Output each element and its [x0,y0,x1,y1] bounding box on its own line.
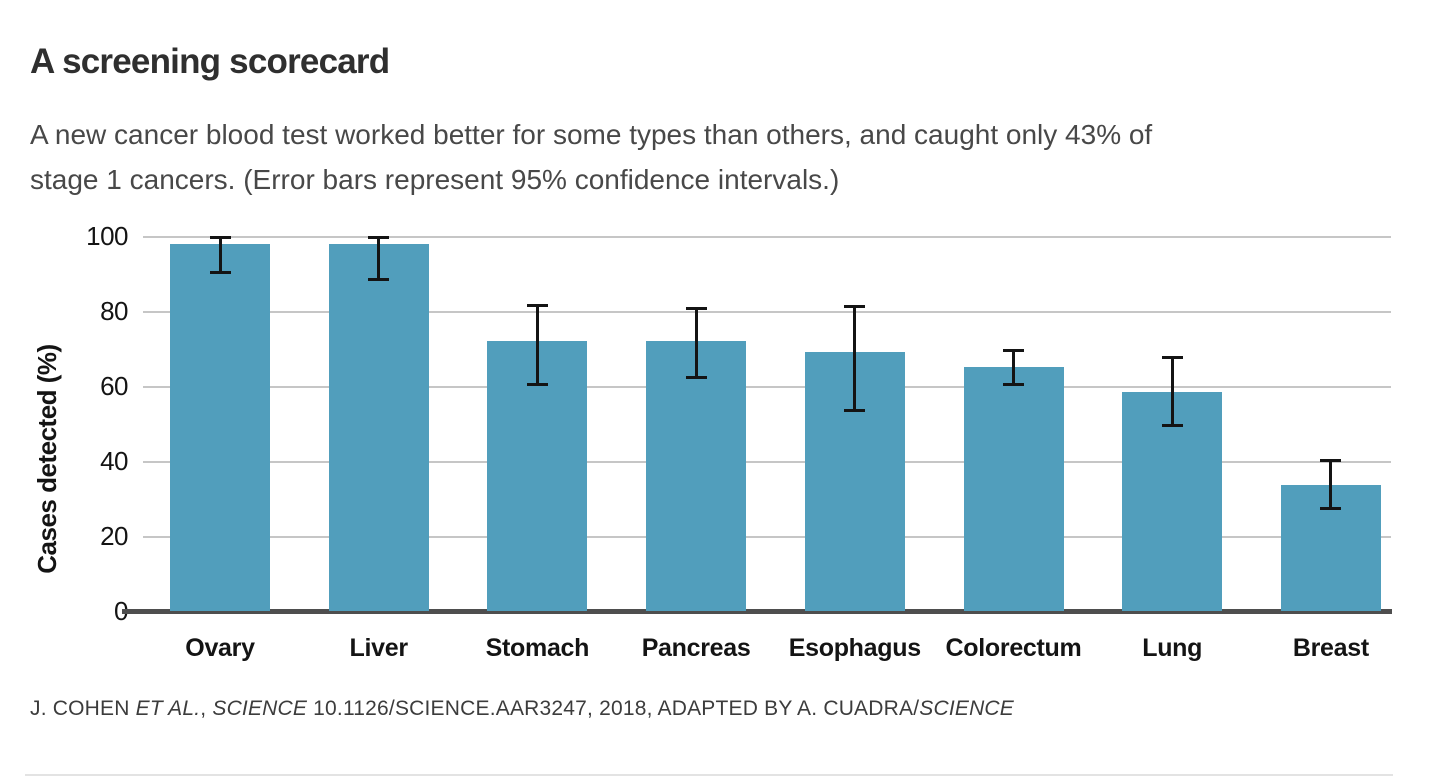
bar-colorectum [963,367,1064,611]
bar-stomach [487,341,588,611]
bar-lung [1122,391,1223,611]
chart-subtitle: A new cancer blood test worked better fo… [30,112,1152,202]
y-axis-tick-labels: 0 20 40 60 80 100 [55,221,128,626]
error-bar-ovary [218,236,222,274]
x-axis-baseline [122,609,1392,614]
y-tick-label-40: 40 [100,446,128,476]
x-axis-label-liver: Liver [349,634,409,662]
gridline-60 [143,386,1391,388]
x-axis-category-labels: Ovary Liver Stomach Pancreas Esophagus Colore… [143,634,1391,668]
error-cap-bottom-liver [368,278,390,281]
x-axis-label-ovary: Ovary [185,634,255,662]
gridline-100 [143,236,1391,238]
x-axis-label-colorectum: Colorectum [945,634,1082,662]
error-cap-bottom-stomach [526,383,548,386]
error-cap-top-ovary [209,236,231,239]
error-cap-bottom-esophagus [844,409,866,413]
error-cap-bottom-breast [1320,506,1342,510]
chart-subtitle-line-1: A new cancer blood test worked better fo… [30,119,1153,150]
error-cap-top-stomach [526,303,548,307]
plot-area [122,236,1392,614]
y-tick-label-80: 80 [100,296,128,326]
source-segment-4: 10.1126/SCIENCE.AAR3247, 2018, ADAPTED B… [307,697,920,720]
chart-subtitle-line-2: stage 1 cancers. (Error bars represent 9… [30,164,840,195]
error-bar-lung [1170,356,1174,428]
x-axis-label-pancreas: Pancreas [641,634,751,662]
source-segment-1: ET AL. [135,697,201,720]
error-cap-top-lung [1161,356,1183,359]
error-cap-top-breast [1320,459,1342,463]
error-bar-esophagus [853,305,857,413]
source-segment-5: SCIENCE [919,697,1015,720]
error-cap-bottom-colorectum [1003,383,1024,386]
gridline-80 [143,311,1391,313]
x-axis-label-breast: Breast [1292,634,1369,662]
bar-ovary [170,243,270,611]
x-axis-label-stomach: Stomach [485,634,590,662]
error-bar-stomach [535,303,539,386]
error-bar-liver [377,236,381,281]
error-cap-bottom-lung [1161,424,1183,428]
bar-pancreas [646,341,747,611]
y-tick-label-20: 20 [100,521,128,551]
source-segment-3: SCIENCE [212,697,308,720]
error-cap-top-liver [368,236,390,239]
source-segment-2: , [200,697,213,720]
y-tick-label-100: 100 [86,221,128,251]
error-cap-top-esophagus [844,305,866,309]
error-cap-bottom-pancreas [685,375,707,379]
gridline-20 [143,536,1391,538]
bar-liver [328,243,429,611]
source-credit-line: J. COHEN ET AL., SCIENCE 10.1126/SCIENCE… [30,697,1014,721]
gridline-40 [143,461,1391,463]
error-bar-pancreas [694,307,698,379]
x-axis-label-lung: Lung [1142,634,1203,662]
error-cap-bottom-ovary [209,270,231,274]
error-cap-top-colorectum [1003,348,1024,352]
x-axis-label-esophagus: Esophagus [788,634,921,662]
error-bar-breast [1329,459,1333,510]
y-tick-label-0: 0 [55,596,128,626]
error-cap-top-pancreas [685,307,707,311]
bottom-divider-rule [25,774,1393,776]
source-segment-0: J. COHEN [30,697,136,720]
chart-title: A screening scorecard [30,42,390,81]
y-tick-label-60: 60 [100,371,128,401]
error-bar-colorectum [1012,348,1015,386]
